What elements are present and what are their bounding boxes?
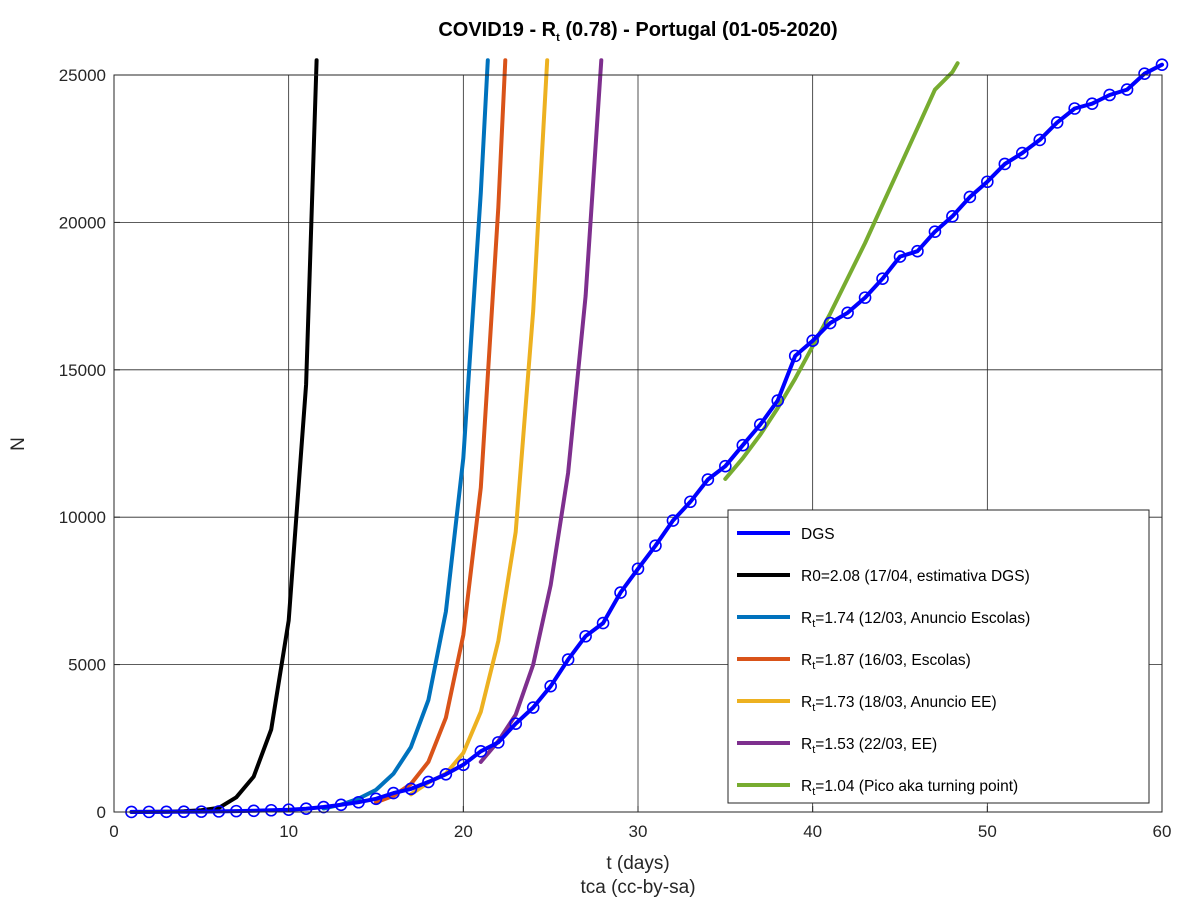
data-point bbox=[264, 803, 278, 817]
x-tick-label: 30 bbox=[629, 822, 648, 841]
y-tick-label: 20000 bbox=[59, 213, 106, 232]
data-point bbox=[509, 717, 523, 731]
data-point bbox=[928, 225, 942, 238]
data-point bbox=[229, 804, 243, 818]
data-point bbox=[666, 514, 680, 527]
y-axis-label: N bbox=[8, 437, 29, 451]
y-tick-label: 10000 bbox=[59, 508, 106, 527]
data-point bbox=[457, 758, 470, 772]
x-tick-label: 0 bbox=[109, 822, 118, 841]
data-point bbox=[212, 805, 226, 818]
data-point bbox=[579, 629, 592, 643]
data-point bbox=[561, 653, 575, 666]
data-point bbox=[946, 210, 959, 223]
data-point bbox=[701, 473, 715, 486]
data-point bbox=[1015, 146, 1029, 160]
data-point bbox=[649, 539, 662, 552]
data-point bbox=[1033, 133, 1047, 147]
legend-label: R0=2.08 (17/04, estimativa DGS) bbox=[801, 568, 1030, 585]
data-point bbox=[788, 349, 802, 363]
data-point bbox=[911, 244, 924, 258]
x-tick-label: 50 bbox=[978, 822, 997, 841]
data-point bbox=[404, 782, 418, 796]
data-point bbox=[998, 157, 1012, 171]
data-point bbox=[544, 679, 557, 693]
data-point bbox=[334, 798, 348, 812]
data-point bbox=[614, 586, 627, 599]
chart-title: COVID19 - Rt (0.78) - Portugal (01-05-20… bbox=[438, 19, 837, 44]
legend-label: Rt=1.74 (12/03, Anuncio Escolas) bbox=[801, 610, 1030, 630]
credit-label: tca (cc-by-sa) bbox=[580, 877, 695, 898]
data-point bbox=[317, 800, 330, 814]
data-point bbox=[352, 795, 365, 809]
x-tick-label: 60 bbox=[1153, 822, 1172, 841]
legend-box bbox=[727, 509, 1150, 804]
ticks: 0 10 20 30 40 50 60 0 5000 10000 15000 20000 25000 bbox=[59, 66, 1172, 841]
data-point bbox=[369, 792, 383, 806]
data-point bbox=[876, 272, 889, 285]
data-point bbox=[1068, 102, 1081, 115]
data-point bbox=[1050, 116, 1064, 129]
data-point bbox=[631, 562, 645, 576]
data-point bbox=[736, 438, 750, 452]
data-point bbox=[282, 803, 295, 817]
data-point bbox=[247, 804, 261, 818]
data-point bbox=[1120, 83, 1134, 96]
data-point bbox=[491, 736, 505, 749]
legend-label: Rt=1.53 (22/03, EE) bbox=[801, 736, 937, 756]
legend-label: Rt=1.04 (Pico aka turning point) bbox=[801, 778, 1018, 798]
data-point bbox=[806, 334, 819, 348]
x-tick-label: 10 bbox=[279, 822, 298, 841]
data-point bbox=[422, 775, 435, 789]
data-point bbox=[526, 701, 540, 714]
data-point bbox=[719, 459, 732, 473]
data-point bbox=[1138, 67, 1151, 80]
data-point bbox=[1085, 97, 1099, 110]
y-tick-label: 5000 bbox=[68, 656, 106, 675]
data-point bbox=[596, 616, 610, 630]
legend-label: DGS bbox=[801, 526, 835, 543]
data-point bbox=[963, 190, 977, 204]
data-point bbox=[858, 291, 872, 304]
data-point bbox=[771, 394, 785, 407]
data-point bbox=[893, 250, 907, 263]
data-point bbox=[299, 802, 313, 815]
data-point bbox=[823, 316, 837, 330]
data-point bbox=[474, 744, 488, 758]
data-point bbox=[387, 786, 400, 800]
y-tick-label: 0 bbox=[97, 803, 106, 822]
data-point bbox=[841, 306, 854, 320]
data-point bbox=[1103, 88, 1116, 102]
series-lines bbox=[125, 58, 1169, 819]
legend-label: Rt=1.87 (16/03, Escolas) bbox=[801, 652, 971, 672]
data-point bbox=[981, 175, 994, 189]
x-axis-label: t (days) bbox=[606, 853, 669, 874]
data-point bbox=[439, 767, 453, 781]
x-tick-label: 40 bbox=[803, 822, 822, 841]
legend: DGS R0=2.08 (17/04, estimativa DGS) Rt=1.7… bbox=[727, 509, 1150, 804]
data-point bbox=[684, 495, 697, 509]
legend-label: Rt=1.73 (18/03, Anuncio EE) bbox=[801, 694, 997, 714]
y-tick-label: 15000 bbox=[59, 361, 106, 380]
data-point bbox=[753, 418, 767, 431]
data-point bbox=[1155, 58, 1169, 71]
series-line-0 bbox=[129, 62, 1164, 814]
y-tick-label: 25000 bbox=[59, 66, 106, 85]
x-tick-label: 20 bbox=[454, 822, 473, 841]
